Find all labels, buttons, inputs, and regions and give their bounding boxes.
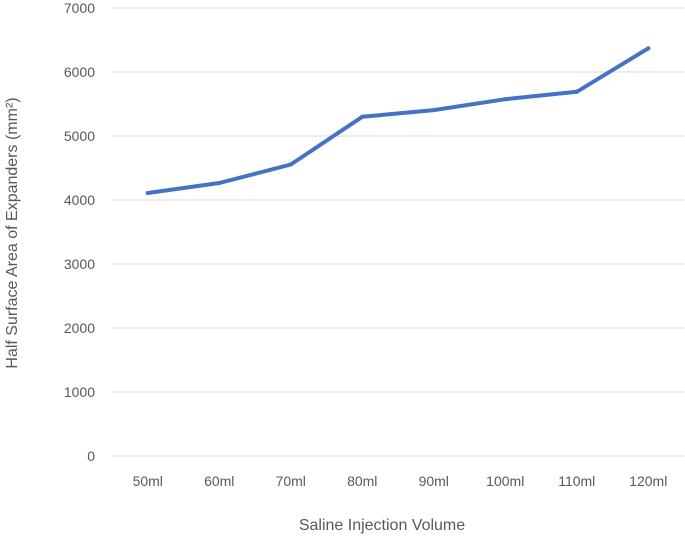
x-tick-label: 120ml [629,473,667,489]
data-point [646,46,651,51]
y-axis-title: Half Surface Area of Expanders (mm²) [4,97,21,368]
x-tick-label: 60ml [204,473,234,489]
y-tick-label: 6000 [64,64,95,80]
y-tick-label: 0 [87,448,95,464]
series-layer [145,46,651,195]
data-point [217,181,222,186]
series-line [145,46,651,195]
y-tick-label: 4000 [64,192,95,208]
x-tick-label: 50ml [133,473,163,489]
gridlines [112,7,684,457]
data-point [574,89,579,94]
data-point [431,108,436,113]
x-axis-ticks: 50ml 60ml 70ml 80ml 90ml 100ml 110ml 120ml [133,473,668,489]
x-tick-label: 110ml [558,473,595,489]
x-axis-title: Saline Injection Volume [299,517,465,534]
x-tick-label: 80ml [347,473,377,489]
y-axis-ticks: 0 1000 2000 3000 4000 5000 6000 7000 [64,0,95,464]
x-tick-label: 70ml [276,473,306,489]
x-tick-label: 100ml [486,473,524,489]
y-tick-label: 5000 [64,128,95,144]
y-tick-label: 3000 [64,256,95,272]
data-point [288,162,293,167]
y-tick-label: 7000 [64,0,95,16]
y-tick-label: 2000 [64,320,95,336]
data-point [503,97,508,102]
data-point [145,190,150,195]
x-tick-label: 90ml [419,473,449,489]
data-point [360,114,365,119]
y-tick-label: 1000 [64,384,95,400]
